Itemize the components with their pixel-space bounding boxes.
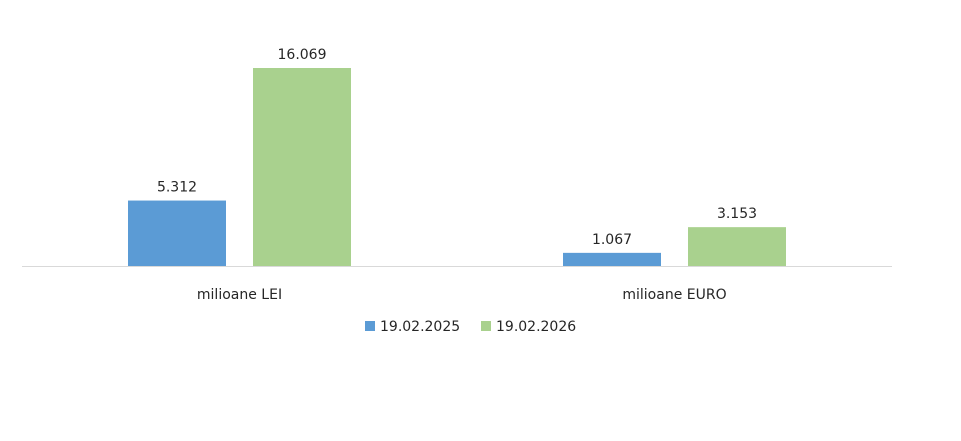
legend: 19.02.2025 19.02.2026: [365, 319, 576, 335]
legend-label-1: 19.02.2025: [380, 319, 460, 335]
bar-1-2: [253, 68, 351, 266]
bar-1-1: [128, 200, 226, 266]
data-label-2-1: 1.067: [592, 232, 632, 248]
category-label-2: milioane EURO: [622, 287, 726, 303]
category-label-1: milioane LEI: [197, 287, 282, 303]
legend-swatch-1: [365, 321, 375, 331]
data-label-1-2: 16.069: [278, 47, 327, 63]
bar-2-2: [688, 227, 786, 266]
legend-swatch-2: [481, 321, 491, 331]
category-labels-group: milioane LEI milioane EURO: [197, 287, 727, 303]
bars-group: [128, 68, 786, 266]
bar-2-1: [563, 252, 661, 266]
data-label-2-2: 3.153: [717, 206, 757, 222]
data-label-1-1: 5.312: [157, 180, 197, 196]
legend-label-2: 19.02.2026: [496, 319, 576, 335]
data-labels-group: 5.312 16.069 1.067 3.153: [157, 47, 757, 248]
